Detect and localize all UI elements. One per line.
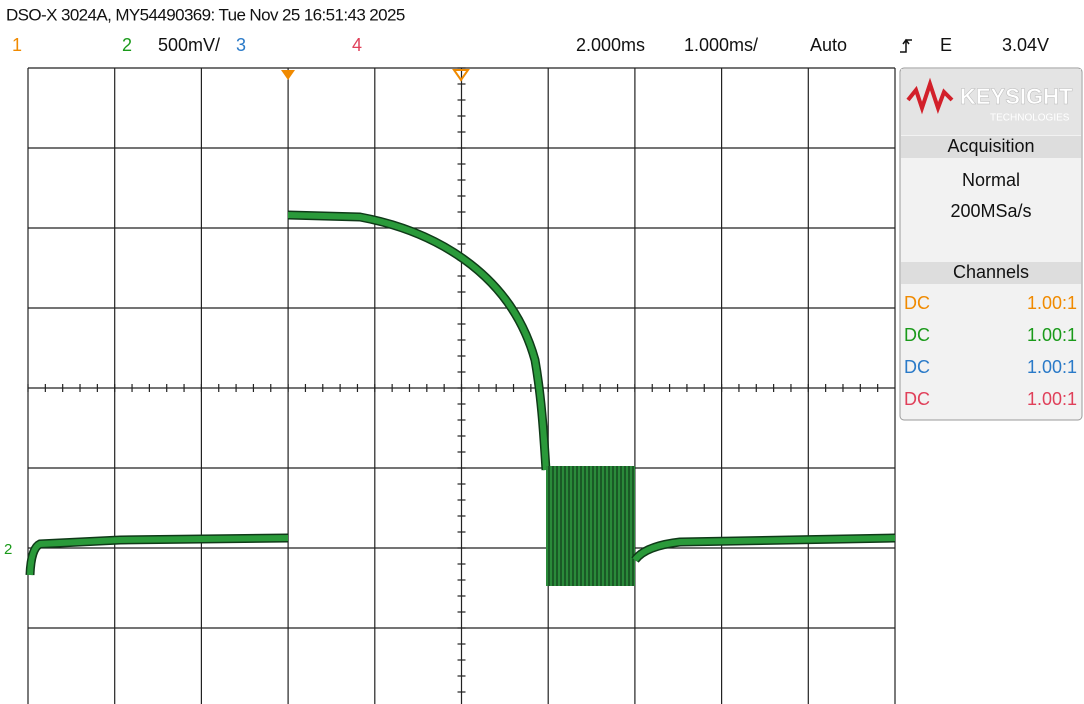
channel-probe-ratio: 1.00:1 — [1027, 293, 1077, 313]
channel-probe-ratio: 1.00:1 — [1027, 357, 1077, 377]
trigger-mode: Auto — [810, 35, 847, 55]
channel-coupling: DC — [904, 325, 930, 345]
ch4-label: 4 — [352, 35, 362, 55]
ground-marker: 2 — [4, 541, 12, 558]
header-title: DSO-X 3024A, MY54490369: Tue Nov 25 16:5… — [6, 5, 405, 24]
channel-coupling: DC — [904, 357, 930, 377]
logo-subtext: TECHNOLOGIES — [990, 113, 1070, 124]
ch2-label: 2 — [122, 35, 132, 55]
ch2-trace — [25, 210, 896, 586]
trigger-position-marker — [281, 70, 295, 80]
trigger-coupling: E — [940, 35, 952, 55]
status-bar: 1 2 500mV/ 3 4 2.000ms 1.000ms/ Auto E 3… — [12, 35, 1049, 55]
ch2-scale: 500mV/ — [158, 35, 220, 55]
time-delay: 2.000ms — [576, 35, 645, 55]
ch1-label: 1 — [12, 35, 22, 55]
acquisition-rate: 200MSa/s — [950, 201, 1031, 221]
channel-coupling: DC — [904, 389, 930, 409]
acquisition-heading: Acquisition — [947, 136, 1034, 156]
channel-probe-ratio: 1.00:1 — [1027, 389, 1077, 409]
ch3-label: 3 — [236, 35, 246, 55]
side-panel: KEYSIGHT TECHNOLOGIES Acquisition Normal… — [899, 67, 1083, 421]
logo-text: KEYSIGHT — [960, 84, 1073, 109]
time-scale: 1.000ms/ — [684, 35, 758, 55]
trigger-level: 3.04V — [1002, 35, 1049, 55]
channel-probe-ratio: 1.00:1 — [1027, 325, 1077, 345]
channel-coupling: DC — [904, 293, 930, 313]
trigger-slope-icon — [900, 38, 912, 53]
channels-heading: Channels — [953, 262, 1029, 282]
time-reference-marker — [452, 69, 470, 82]
logo-mark — [906, 77, 954, 115]
graticule — [27, 67, 896, 704]
acquisition-mode: Normal — [962, 170, 1020, 190]
